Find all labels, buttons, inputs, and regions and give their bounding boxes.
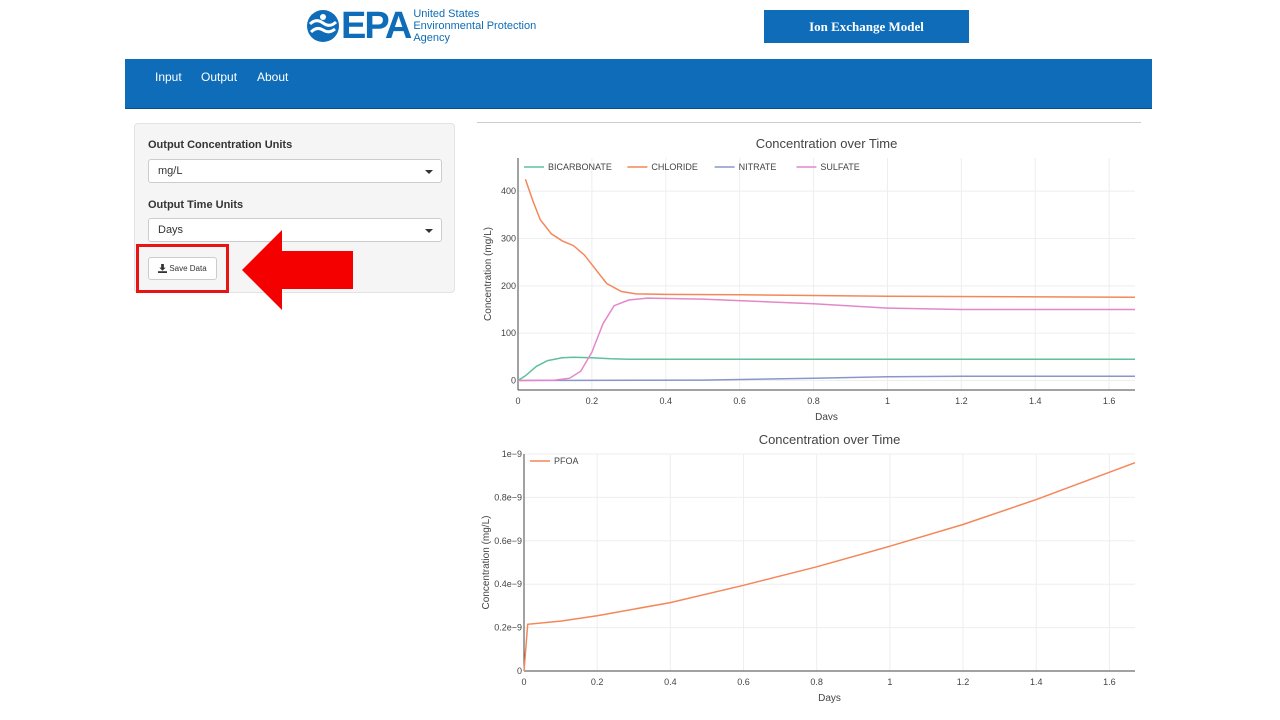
x-tick-label: 0.8 [810, 677, 823, 687]
x-tick-label: 0.6 [737, 677, 750, 687]
y-tick-label: 0.6e−9 [494, 536, 522, 546]
x-tick-label: 0 [521, 677, 526, 687]
y-tick-label: 300 [501, 233, 516, 243]
epa-wordmark: EPA [341, 5, 412, 47]
chart-title: Concentration over Time [759, 432, 901, 447]
y-tick-label: 0 [517, 666, 522, 676]
y-tick-label: 100 [501, 328, 516, 338]
conc-units-select[interactable]: mg/L [148, 159, 442, 183]
ion-concentration-chart: Concentration over Time 0 0.2 0.4 0.6 0.8 1 1.2… [483, 136, 1136, 420]
y-tick-label: 0.4e−9 [494, 579, 522, 589]
save-data-label: Save Data [169, 264, 207, 273]
series-line-sulfate [517, 297, 1135, 382]
legend-label[interactable]: NITRATE [739, 162, 777, 172]
x-tick-label: 1.2 [957, 677, 970, 687]
x-tick-label: 0.2 [591, 677, 604, 687]
series-line-pfoa [523, 461, 1136, 672]
nav-about[interactable]: About [257, 70, 289, 84]
chevron-down-icon [425, 170, 433, 174]
x-tick-label: 0.8 [807, 396, 820, 406]
x-tick-label: 1.4 [1030, 677, 1043, 687]
x-tick-label: 1.4 [1029, 396, 1042, 406]
y-axis-label: Concentration (mg/L) [481, 516, 492, 610]
save-data-button[interactable]: Save Data [148, 257, 217, 280]
x-tick-label: 1.2 [955, 396, 968, 406]
sidebar-panel: Output Concentration Units mg/L Output T… [134, 123, 455, 293]
navbar: Input Output About [125, 59, 1152, 109]
series-line-bicarbonate [517, 356, 1135, 382]
conc-units-label: Output Concentration Units [148, 139, 293, 151]
x-tick-label: 0 [515, 396, 520, 406]
epa-globe-icon [307, 10, 339, 42]
agency-line-1: United States [413, 8, 480, 20]
nav-output[interactable]: Output [201, 70, 238, 84]
series-line-chloride [524, 179, 1136, 298]
x-tick-label: 1.6 [1103, 677, 1116, 687]
legend-label[interactable]: PFOA [554, 456, 579, 466]
agency-name: United States Environmental Protection A… [413, 8, 536, 44]
x-axis-label: Days [818, 693, 841, 704]
x-axis-label: Days [815, 412, 838, 420]
epa-logo[interactable]: EPA United States Environmental Protecti… [306, 5, 536, 47]
x-tick-label: 0.6 [733, 396, 746, 406]
y-axis-label: Concentration (mg/L) [483, 227, 494, 321]
time-units-label: Output Time Units [148, 199, 244, 211]
pfoa-concentration-chart: Concentration over Time 0 0.2 0.4 0.6 0.8 1 1.2… [481, 432, 1136, 704]
time-units-select[interactable]: Days [148, 218, 442, 242]
chart-pfoa: Concentration over Time 0 0.2 0.4 0.6 0.8 1 1.2… [477, 424, 1141, 716]
x-tick-label: 0.2 [586, 396, 599, 406]
chevron-down-icon [425, 229, 433, 233]
y-tick-label: 200 [501, 281, 516, 291]
content-divider [477, 122, 1141, 123]
nav-input[interactable]: Input [155, 70, 182, 84]
download-icon [158, 264, 168, 273]
y-tick-label: 400 [501, 186, 516, 196]
y-tick-label: 0 [511, 376, 516, 386]
highlight-box [136, 244, 229, 293]
time-units-value: Days [158, 224, 184, 236]
y-tick-label: 0.2e−9 [494, 623, 522, 633]
x-tick-label: 1.6 [1103, 396, 1116, 406]
y-tick-label: 0.8e−9 [494, 492, 522, 502]
legend-label[interactable]: SULFATE [820, 162, 859, 172]
series-line-nitrate [517, 375, 1135, 382]
conc-units-value: mg/L [158, 165, 183, 177]
agency-line-3: Agency [413, 32, 451, 44]
legend-label[interactable]: CHLORIDE [651, 162, 698, 172]
chart-title: Concentration over Time [756, 136, 898, 151]
y-tick-label: 1e−9 [502, 449, 522, 459]
legend-label[interactable]: BICARBONATE [548, 162, 612, 172]
x-tick-label: 1 [887, 677, 892, 687]
red-arrow-annotation [242, 230, 353, 310]
x-tick-label: 1 [885, 396, 890, 406]
model-title-banner: Ion Exchange Model [764, 10, 969, 43]
x-tick-label: 0.4 [664, 677, 677, 687]
x-tick-label: 0.4 [660, 396, 673, 406]
chart-ions: Concentration over Time 0 0.2 0.4 0.6 0.8 1 1.2… [477, 128, 1141, 420]
agency-line-2: Environmental Protection [413, 20, 537, 32]
